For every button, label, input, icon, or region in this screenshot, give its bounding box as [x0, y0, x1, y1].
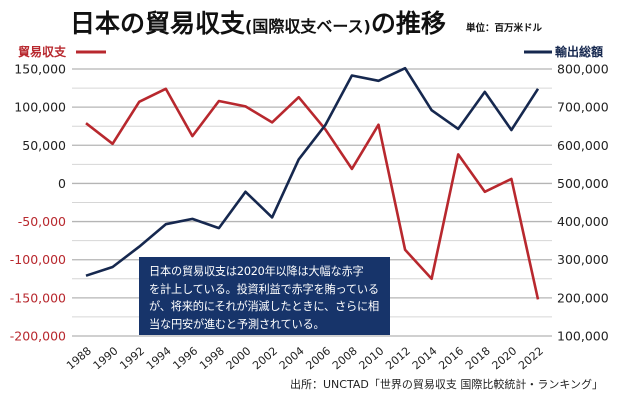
x-tick-label: 1996 — [170, 344, 200, 372]
annotation-line: が、将来的にそれが消滅したときに、さらに相 — [149, 300, 379, 313]
x-tick-label: 2002 — [250, 344, 280, 372]
x-tick-label: 2004 — [277, 344, 307, 372]
left-tick-label: 0 — [58, 176, 66, 191]
x-tick-label: 1994 — [144, 344, 174, 372]
annotation-box: 日本の貿易収支は2020年以降は大幅な赤字 を計上している。投資利益で赤字を賄っ… — [139, 257, 390, 335]
right-tick-label: 100,000 — [557, 329, 609, 344]
series-line-exports — [85, 66, 540, 277]
unit-label: 単位：百万米ドル — [466, 22, 543, 34]
left-tick-label: -200,000 — [10, 329, 66, 344]
legend-label-trade-balance: 貿易収支 — [18, 44, 67, 59]
x-tick-label: 1992 — [117, 344, 147, 372]
x-tick-label: 1988 — [64, 344, 94, 372]
right-tick-label: 400,000 — [557, 214, 609, 229]
x-tick-label: 1998 — [197, 344, 227, 372]
left-tick-label: 150,000 — [14, 62, 66, 77]
annotation-line: を計上している。投資利益で赤字を賄っている — [149, 282, 379, 296]
x-tick-label: 2006 — [303, 344, 333, 372]
series-line-trade-balance — [85, 87, 540, 300]
right-tick-label: 700,000 — [557, 100, 609, 115]
annotation-line: 当な円安が進むと予測されている。 — [149, 317, 325, 331]
x-tick-label: 2014 — [410, 344, 440, 372]
source-note: 出所：UNCTAD「世界の貿易収支 国際比較統計・ランキング」 — [290, 377, 603, 391]
chart-title: 日本の貿易収支(国際収支ベース)の推移 — [70, 9, 446, 38]
x-tick-label: 2000 — [224, 344, 254, 372]
right-tick-label: 600,000 — [557, 138, 609, 153]
right-tick-label: 500,000 — [557, 176, 609, 191]
x-tick-label: 2016 — [436, 344, 466, 372]
x-tick-label: 2008 — [330, 344, 360, 372]
left-tick-label: -100,000 — [10, 252, 66, 267]
x-tick-label: 2020 — [490, 344, 520, 372]
x-tick-label: 2022 — [516, 344, 546, 372]
right-tick-label: 800,000 — [557, 62, 609, 77]
x-tick-label: 1990 — [91, 344, 121, 372]
left-tick-label: 50,000 — [22, 138, 66, 153]
annotation-line: 日本の貿易収支は2020年以降は大幅な赤字 — [149, 265, 364, 278]
x-tick-label: 2012 — [383, 344, 413, 372]
left-tick-label: -150,000 — [10, 290, 66, 305]
right-tick-label: 200,000 — [557, 290, 609, 305]
left-tick-label: -50,000 — [18, 214, 66, 229]
legend-label-exports: 輸出総額 — [555, 44, 603, 59]
left-tick-label: 100,000 — [14, 100, 66, 115]
x-tick-label: 2010 — [357, 344, 387, 372]
x-tick-label: 2018 — [463, 344, 493, 372]
right-tick-label: 300,000 — [557, 252, 609, 267]
